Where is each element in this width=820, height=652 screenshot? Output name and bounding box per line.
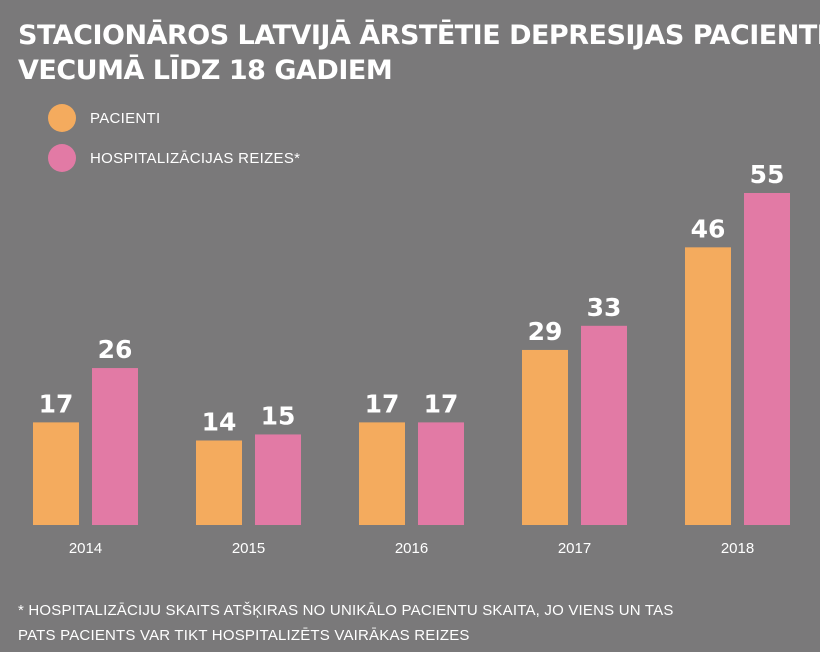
data-label-pacienti-2015: 14 bbox=[202, 407, 237, 436]
bar-pacienti-2014 bbox=[33, 422, 79, 525]
data-label-pacienti-2014: 17 bbox=[39, 389, 74, 418]
bar-pacienti-2016 bbox=[359, 422, 405, 525]
footnote-line-2: PATS PACIENTS VAR TIKT HOSPITALIZĒTS VAI… bbox=[18, 627, 470, 644]
chart-title-line-1: STACIONĀROS LATVIJĀ ĀRSTĒTIE DEPRESIJAS … bbox=[18, 20, 820, 51]
data-label-hospitaliz-cijas-reizes-2015: 15 bbox=[261, 401, 296, 430]
footnote: * HOSPITALIZĀCIJU SKAITS ATŠĶIRAS NO UNI… bbox=[18, 598, 808, 648]
bar-pacienti-2018 bbox=[685, 247, 731, 525]
data-label-hospitaliz-cijas-reizes-2018: 55 bbox=[750, 160, 785, 189]
legend: PACIENTI HOSPITALIZĀCIJAS REIZES* bbox=[48, 104, 300, 184]
x-tick-label-2017: 2017 bbox=[558, 540, 591, 557]
data-label-hospitaliz-cijas-reizes-2016: 17 bbox=[424, 389, 459, 418]
footnote-line-1: * HOSPITALIZĀCIJU SKAITS ATŠĶIRAS NO UNI… bbox=[18, 602, 674, 619]
legend-swatch-pacienti-icon bbox=[48, 104, 76, 132]
data-label-pacienti-2016: 17 bbox=[365, 389, 400, 418]
bar-hospitaliz-cijas-reizes-2018 bbox=[744, 193, 790, 525]
chart-title: STACIONĀROS LATVIJĀ ĀRSTĒTIE DEPRESIJAS … bbox=[18, 18, 820, 88]
bar-hospitaliz-cijas-reizes-2015 bbox=[255, 434, 301, 525]
bar-hospitaliz-cijas-reizes-2016 bbox=[418, 422, 464, 525]
data-label-pacienti-2018: 46 bbox=[691, 214, 726, 243]
x-tick-label-2016: 2016 bbox=[395, 540, 428, 557]
bar-hospitaliz-cijas-reizes-2014 bbox=[92, 368, 138, 525]
legend-label-pacienti: PACIENTI bbox=[90, 109, 161, 127]
data-label-hospitaliz-cijas-reizes-2014: 26 bbox=[98, 335, 133, 364]
legend-item-pacienti: PACIENTI bbox=[48, 104, 300, 132]
data-label-pacienti-2017: 29 bbox=[528, 317, 563, 346]
bar-hospitaliz-cijas-reizes-2017 bbox=[581, 325, 627, 525]
legend-swatch-hospitalizacijas-icon bbox=[48, 144, 76, 172]
x-tick-label-2015: 2015 bbox=[232, 540, 265, 557]
bar-pacienti-2015 bbox=[196, 440, 242, 525]
legend-label-hospitalizacijas: HOSPITALIZĀCIJAS REIZES* bbox=[90, 149, 301, 167]
legend-item-hospitalizacijas: HOSPITALIZĀCIJAS REIZES* bbox=[48, 144, 300, 172]
chart-title-line-2: VECUMĀ LĪDZ 18 GADIEM bbox=[18, 55, 393, 86]
x-tick-label-2018: 2018 bbox=[721, 540, 754, 557]
bar-pacienti-2017 bbox=[522, 349, 568, 525]
x-tick-label-2014: 2014 bbox=[69, 540, 102, 557]
data-label-hospitaliz-cijas-reizes-2017: 33 bbox=[587, 293, 622, 322]
